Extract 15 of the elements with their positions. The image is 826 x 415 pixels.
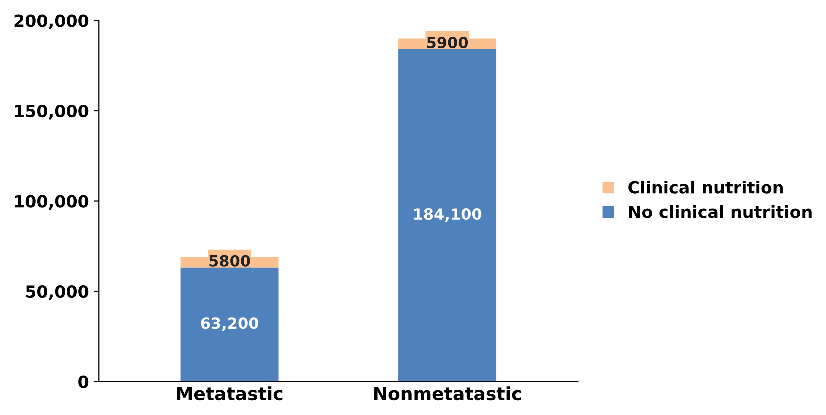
data-label: 5900 — [427, 37, 468, 49]
data-label: 184,100 — [414, 208, 482, 222]
y-tick-label: 50,000 — [26, 286, 89, 300]
bar — [180, 268, 279, 382]
legend-label: No clinical nutrition — [629, 205, 812, 218]
y-tick-label: 150,000 — [15, 104, 89, 120]
bar — [398, 49, 497, 382]
y-tick-label: 200,000 — [14, 14, 89, 30]
data-label: 63,200 — [201, 318, 259, 332]
x-tick-label: Nonmetatastic — [374, 386, 521, 401]
legend-label: Clinical nutrition — [628, 180, 783, 194]
y-tick-label: 100,000 — [15, 195, 89, 210]
y-tick-label: 0 — [78, 376, 89, 388]
data-label: 5800 — [210, 255, 250, 267]
x-tick-label: Metatastic — [177, 386, 283, 401]
